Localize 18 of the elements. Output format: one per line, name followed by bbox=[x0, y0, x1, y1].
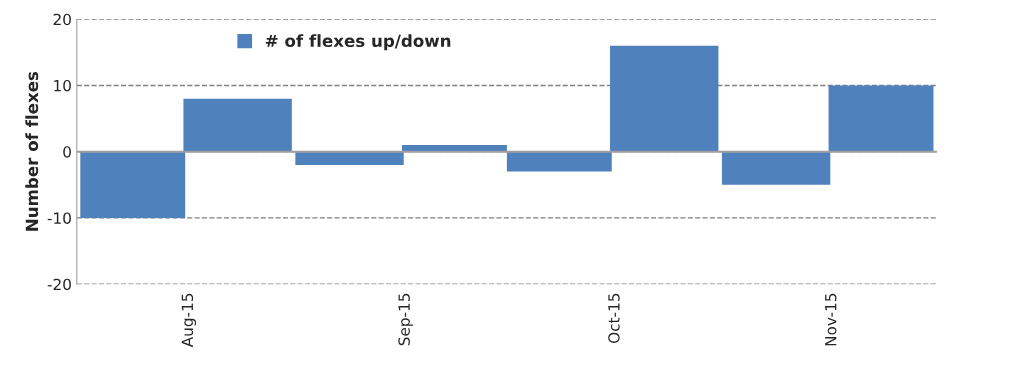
x-tick-label: Oct-15 bbox=[608, 293, 620, 344]
y-tick-label: 10 bbox=[54, 79, 71, 92]
bar bbox=[401, 145, 507, 152]
bar bbox=[183, 98, 292, 152]
y-tick-label: 0 bbox=[63, 146, 71, 158]
y-tick-label: -10 bbox=[47, 212, 71, 224]
y-axis-title: Number of flexes bbox=[25, 71, 39, 231]
bar bbox=[610, 45, 719, 152]
x-tick-label: Sep-15 bbox=[398, 293, 413, 346]
x-tick-label: Aug-15 bbox=[181, 293, 197, 348]
bar bbox=[506, 151, 612, 172]
legend-label: # of flexes up/down bbox=[265, 34, 451, 51]
bar bbox=[80, 151, 186, 218]
x-tick-label: Nov-15 bbox=[825, 293, 837, 346]
bar bbox=[295, 151, 404, 165]
bar bbox=[828, 85, 934, 152]
y-tick-label: -20 bbox=[47, 278, 71, 291]
y-tick-label: 20 bbox=[53, 13, 71, 26]
